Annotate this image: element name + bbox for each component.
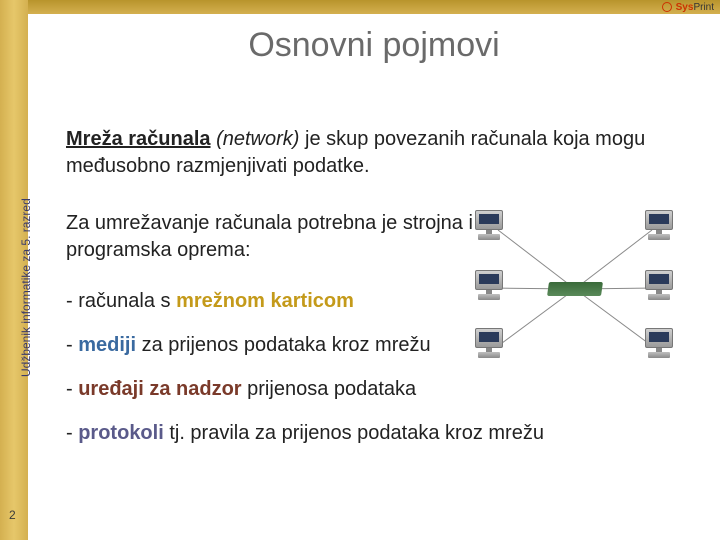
top-bar: Sys Print <box>28 0 720 14</box>
page-number: 2 <box>9 508 16 522</box>
bullet-2-bold: mediji <box>78 334 136 356</box>
sidebar-text: Udžbenik informatike za 5. razred <box>19 217 33 377</box>
definition-paragraph: Mreža računala (network) je skup povezan… <box>66 126 666 180</box>
bullet-1-bold: mrežnom karticom <box>176 290 354 312</box>
router-icon <box>547 282 603 296</box>
logo-suffix: Print <box>693 2 714 13</box>
bullet-4: - protokoli tj. pravila za prijenos poda… <box>66 420 666 446</box>
bullet-3-bold: uređaji za nadzor <box>78 378 241 400</box>
intro-paragraph: Za umrežavanje računala potrebna je stro… <box>66 210 476 264</box>
pc-icon <box>640 270 678 308</box>
definition-paren: (network) <box>216 128 299 150</box>
pc-icon <box>470 270 508 308</box>
page-title: Osnovni pojmovi <box>28 26 720 65</box>
bullet-4-bold: protokoli <box>78 422 164 444</box>
pc-icon <box>470 328 508 366</box>
logo-prefix: Sys <box>676 2 694 13</box>
pc-icon <box>640 210 678 248</box>
left-rail: Udžbenik informatike za 5. razred 2 <box>0 0 28 540</box>
pc-icon <box>640 328 678 366</box>
definition-term: Mreža računala <box>66 128 211 150</box>
pc-icon <box>470 210 508 248</box>
logo-icon <box>662 2 672 12</box>
network-diagram <box>470 210 680 380</box>
